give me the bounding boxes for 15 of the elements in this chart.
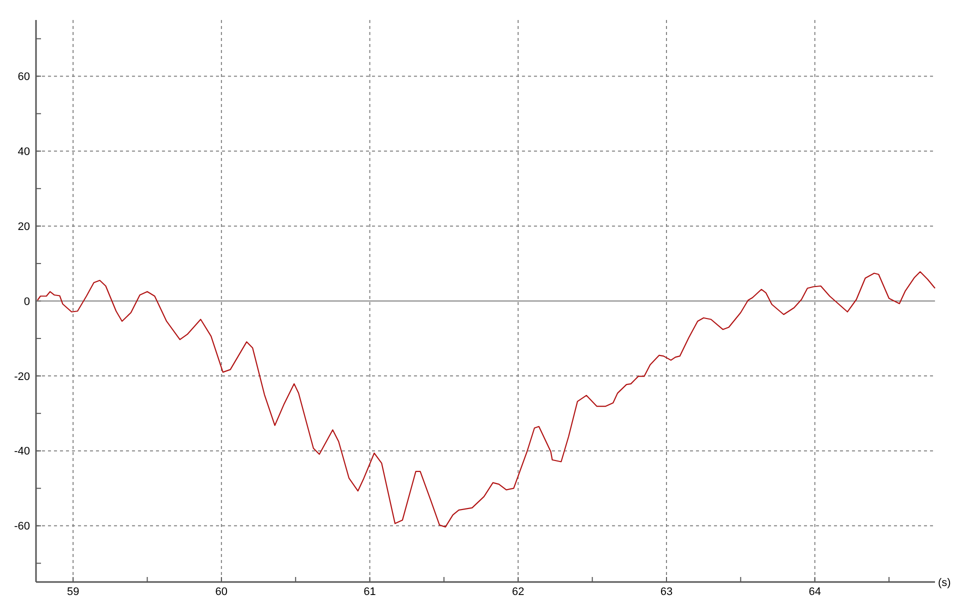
x-tick-label: 59 [66,586,80,598]
y-tick-label: -60 [14,520,30,533]
y-tick-label: -20 [14,370,30,383]
y-tick-label: 40 [18,146,30,158]
y-tick-label: 60 [18,71,30,84]
x-tick-label: 61 [364,586,376,598]
x-tick-label: 62 [512,586,524,598]
x-axis-title: (s) [938,576,951,589]
x-tick-label: 64 [808,586,821,598]
y-tick-label: 0 [24,296,30,308]
x-tick-label: 60 [215,586,228,598]
line-series [36,271,936,528]
y-tick-label: -40 [14,446,30,458]
x-tick-label: 63 [660,586,673,598]
y-tick-label: 20 [18,220,30,233]
